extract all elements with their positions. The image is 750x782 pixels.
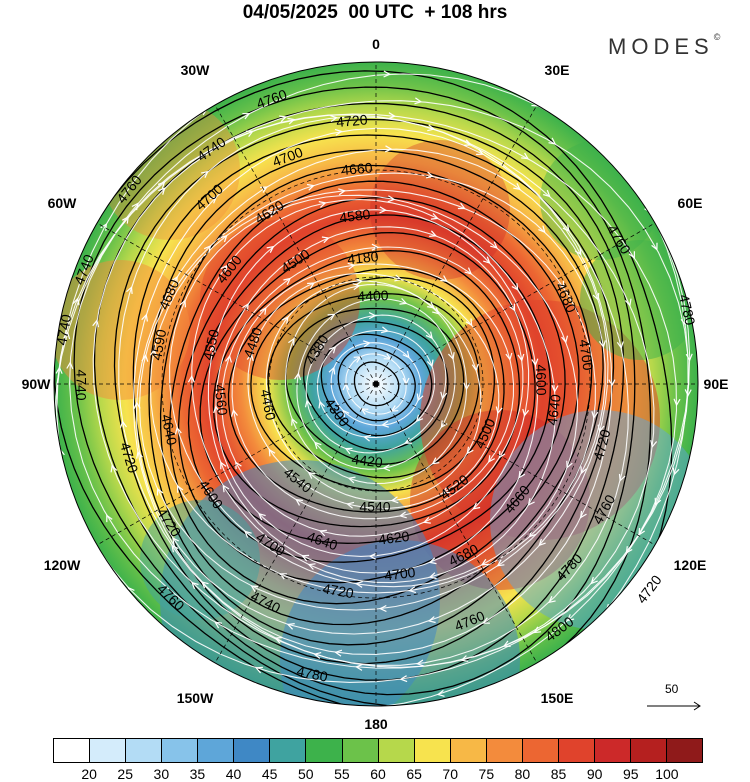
contour-label: 4640: [158, 413, 180, 447]
colorbar-tick-label: 70: [442, 766, 459, 782]
colorbar-tick-label: 80: [514, 766, 531, 782]
brand-name: MODES: [608, 34, 714, 59]
longitude-label-180: 180: [364, 716, 388, 732]
colorbar-tick-label: 40: [225, 766, 242, 782]
longitude-label-90e: 90E: [703, 376, 729, 392]
colorbar-tick-label: 30: [153, 766, 170, 782]
colorbar-swatch: [558, 739, 595, 762]
colorbar-swatch: [594, 739, 631, 762]
contour-label: 4640: [544, 393, 564, 426]
colorbar-swatch: [378, 739, 415, 762]
contour-label: 4590: [148, 328, 169, 362]
colorbar-swatch: [234, 739, 271, 762]
contour-label: 4720: [590, 427, 614, 461]
colorbar-swatch: [486, 739, 523, 762]
longitude-label-150w: 150W: [176, 690, 214, 706]
contour-label: 4400: [357, 287, 389, 304]
colorbar-swatch: [667, 739, 703, 762]
colorbar-swatch: [162, 739, 199, 762]
contour-label: 4580: [338, 206, 371, 226]
contour-label: 4560: [212, 384, 231, 417]
longitude-label-90w: 90W: [21, 376, 51, 392]
contour-label: 4720: [336, 111, 369, 130]
longitude-label-150e: 150E: [540, 690, 574, 706]
colorbar-swatch: [54, 739, 91, 762]
colorbar-swatch: [126, 739, 163, 762]
contour-label: 4720: [633, 572, 665, 607]
colorbar-swatch: [631, 739, 668, 762]
colorbar-tick-label: 60: [370, 766, 386, 782]
colorbar-swatch: [522, 739, 559, 762]
contour-label: 4740: [73, 369, 89, 400]
colorbar-tick-label: 20: [81, 766, 97, 782]
contour-label: 4180: [347, 248, 380, 267]
longitude-label-60e: 60E: [677, 195, 703, 211]
vector-reference-label: 50: [665, 682, 679, 696]
vector-reference-arrow: [647, 701, 701, 711]
longitude-label-30e: 30E: [544, 62, 570, 78]
colorbar-tick-label: 45: [261, 766, 278, 782]
colorbar-swatch: [306, 739, 343, 762]
contour-label: 4720: [321, 580, 355, 601]
contour-label: 4420: [351, 451, 384, 471]
longitude-label-60w: 60W: [47, 195, 77, 211]
colorbar-swatch: [414, 739, 451, 762]
longitude-label-120w: 120W: [43, 557, 81, 573]
colorbar-swatch: [270, 739, 307, 762]
longitude-label-0: 0: [372, 36, 380, 52]
longitude-label-120e: 120E: [673, 557, 707, 573]
colorbar-swatch: [90, 739, 127, 762]
colorbar-tick-label: 50: [297, 766, 314, 782]
contour-label: 4540: [359, 499, 390, 515]
colorbar-tick-label: 35: [189, 766, 206, 782]
colorbar-labels: 20 25 30 35 40 45 50 55 60 65 70 75 80 85 90 95 100: [53, 766, 703, 782]
colorbar-swatch: [198, 739, 235, 762]
brand-logo: MODES©: [608, 32, 721, 60]
graticule: [54, 62, 698, 706]
contour-label: 4600: [533, 364, 550, 396]
contour-label: 4660: [341, 159, 374, 178]
map-border: [53, 61, 699, 707]
contour-label: 4740: [53, 313, 74, 347]
contour-label: 4620: [377, 528, 410, 548]
colorbar: [53, 738, 703, 763]
colorbar-swatch: [342, 739, 379, 762]
colorbar-tick-label: 25: [117, 766, 134, 782]
copyright-mark: ©: [713, 32, 721, 42]
contour-label: 4460: [257, 388, 279, 422]
colorbar-tick-label: 90: [586, 766, 603, 782]
colorbar-tick-label: 100: [655, 766, 679, 782]
colorbar-tick-label: 55: [334, 766, 350, 782]
colorbar-tick-label: 85: [550, 766, 567, 782]
colorbar-swatch: [450, 739, 487, 762]
colorbar-tick-label: 65: [406, 766, 422, 782]
contour-label: 4780: [676, 293, 699, 327]
contour-label: 4780: [295, 663, 329, 685]
pole-marker: [373, 381, 379, 387]
map-title: 04/05/2025 00 UTC + 108 hrs: [242, 2, 508, 23]
contour-label: 4700: [576, 338, 596, 371]
contour-label: 4700: [383, 564, 416, 584]
colorbar-tick-label: 75: [478, 766, 495, 782]
longitude-label-30w: 30W: [180, 62, 210, 78]
colorbar-tick-label: 95: [622, 766, 639, 782]
contour-label: 4550: [199, 328, 222, 362]
